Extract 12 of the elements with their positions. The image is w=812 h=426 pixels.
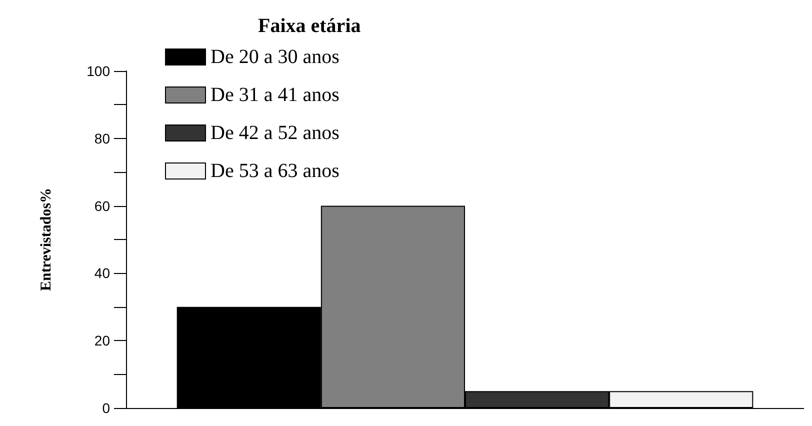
legend-label: De 31 a 41 anos [210,84,340,106]
y-tick-label: 60 [94,198,110,214]
legend-label: De 42 a 52 anos [210,122,340,144]
y-tick-label: 20 [94,332,110,349]
y-axis-title: Entrevistados% [38,188,54,292]
legend-title: Faixa etária [258,15,361,37]
legend-label: De 20 a 30 anos [210,46,340,68]
y-tick-label: 0 [102,400,110,416]
y-tick-label: 80 [94,130,110,146]
y-tick-label: 40 [94,265,110,282]
y-tick-label: 100 [86,63,110,79]
legend-label: De 53 a 63 anos [210,160,340,182]
